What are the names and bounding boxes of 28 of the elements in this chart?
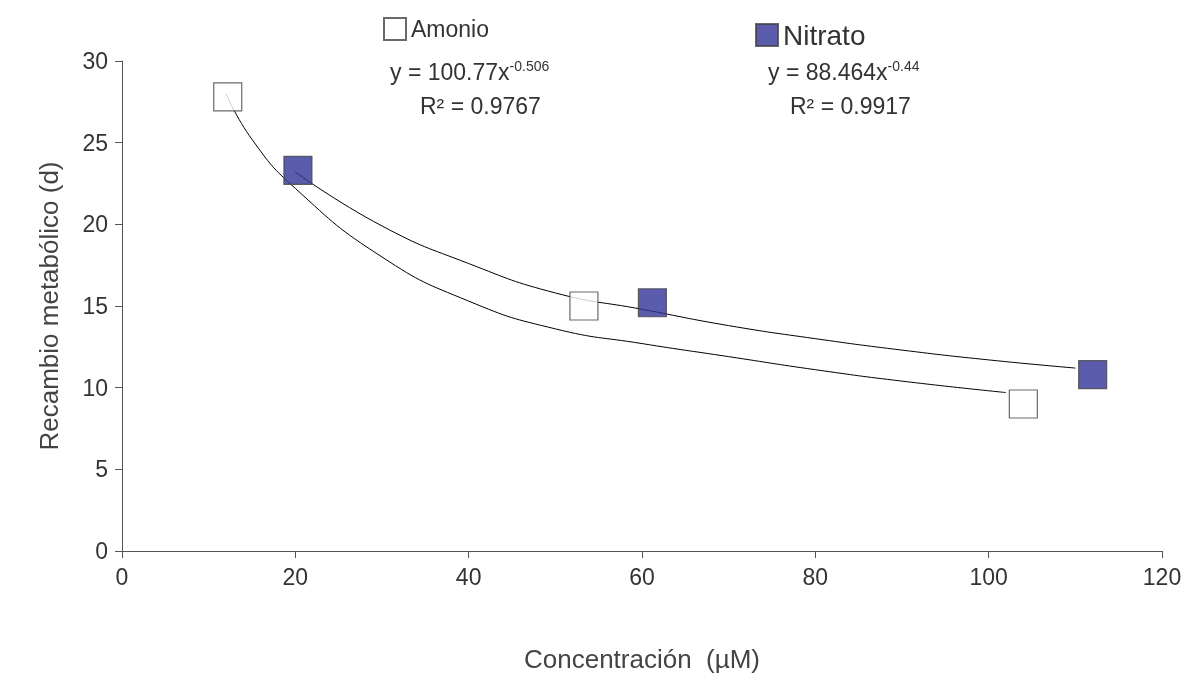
x-tick-label: 60 [629, 563, 655, 590]
point [213, 82, 243, 112]
annotation: y = 100.77x$^{-0.506}$ [390, 58, 550, 86]
annotation: y = 88.464x$^{-0.44}$ [768, 58, 920, 86]
point [637, 288, 667, 318]
x-axis-title: Concentración (µM) [523, 644, 761, 674]
y-tick-label: 25 [82, 129, 108, 156]
point [1008, 389, 1038, 419]
x-tick-label: 100 [969, 563, 1008, 590]
annotation: R² = 0.9917 [790, 93, 911, 120]
y-tick-label: 15 [82, 293, 108, 319]
x-tick-label: 20 [282, 563, 309, 590]
y-tick-label: 5 [95, 456, 108, 483]
legend-label: Amonio [411, 16, 489, 42]
point [569, 291, 599, 321]
y-tick-label: 10 [82, 374, 108, 401]
x-tick-label: 120 [1142, 563, 1182, 590]
y-tick-label: 20 [82, 211, 108, 238]
y-tick-label: 0 [95, 538, 108, 564]
x-tick-label: 40 [455, 563, 482, 590]
y-axis-title: Recambio metabólico (d) [34, 161, 64, 451]
x-tick-label: 0 [115, 563, 129, 590]
legend-label: Nitrato [783, 19, 866, 51]
point [283, 155, 313, 186]
x-tick-label: 80 [802, 563, 829, 590]
point [1078, 360, 1108, 390]
annotation: R² = 0.9767 [420, 93, 541, 120]
y-tick-label: 30 [82, 48, 108, 74]
